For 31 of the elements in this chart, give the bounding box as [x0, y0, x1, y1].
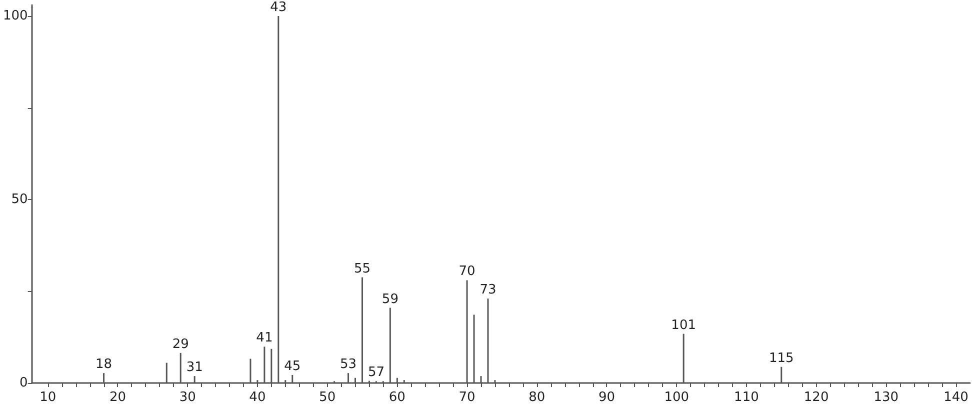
x-tick-label: 100 [664, 390, 690, 405]
annotation: 53 [340, 357, 357, 372]
y-tick-label: 0 [20, 376, 28, 390]
annotation: 41 [256, 330, 273, 346]
annotation: 73 [480, 282, 496, 298]
x-tick-label: 10 [40, 390, 56, 405]
annotation: 55 [354, 261, 371, 276]
annotation: 18 [95, 357, 112, 372]
annotation: 45 [284, 358, 301, 374]
x-tick-label: 60 [388, 390, 406, 405]
x-tick-label: 140 [944, 390, 968, 405]
x-tick-label: 130 [874, 390, 899, 405]
x-tick-label: 80 [528, 390, 546, 405]
annotation: 101 [671, 318, 696, 333]
annotation: 43 [270, 0, 287, 16]
x-tick-label: 50 [319, 390, 336, 405]
x-tick-label: 70 [458, 390, 476, 405]
y-tick-label: 50 [11, 192, 28, 208]
x-tick-label: 120 [804, 390, 829, 405]
annotation: 70 [458, 264, 476, 280]
x-tick-label: 40 [249, 390, 266, 405]
annotation: 57 [368, 365, 384, 380]
annotation: 31 [186, 360, 203, 376]
annotation: 59 [382, 292, 398, 307]
x-tick-label: 20 [109, 390, 126, 405]
x-tick-label: 90 [598, 390, 616, 405]
y-tick-label: 100 [2, 8, 28, 24]
annotation: 115 [768, 350, 794, 366]
x-tick-label: 30 [179, 390, 196, 405]
annotation: 29 [172, 336, 189, 352]
x-tick-label: 110 [734, 390, 759, 405]
